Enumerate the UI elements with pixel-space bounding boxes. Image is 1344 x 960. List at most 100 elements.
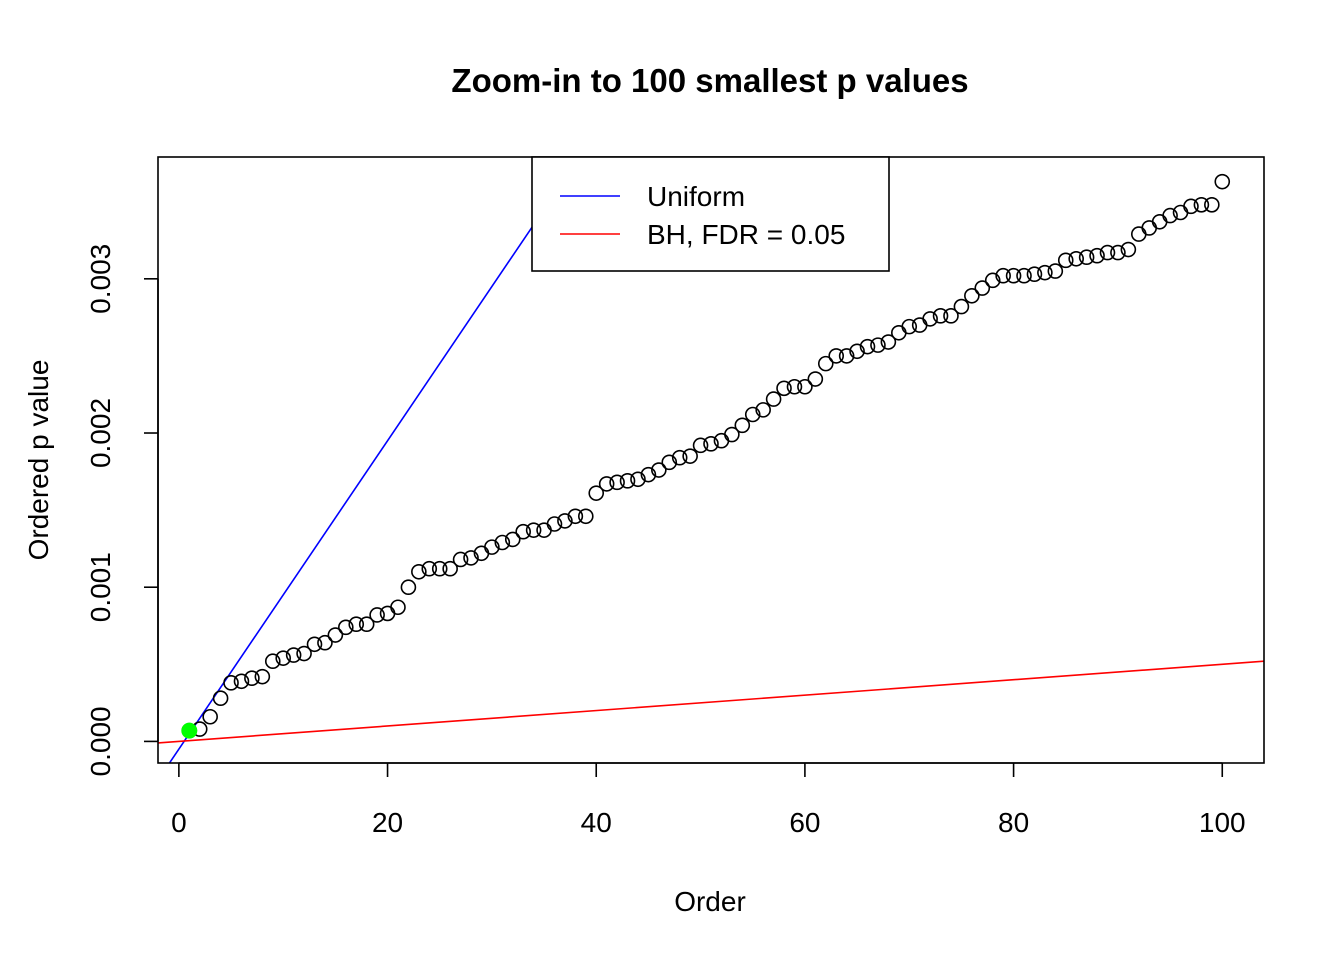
chart-title: Zoom-in to 100 smallest p values <box>451 62 968 99</box>
data-point <box>525 522 542 538</box>
y-tick-label: 0.000 <box>85 706 116 776</box>
reference-lines <box>158 157 1264 763</box>
data-point <box>880 334 897 350</box>
data-point <box>765 391 782 407</box>
data-point <box>421 560 438 577</box>
data-point <box>1110 244 1126 261</box>
data-point <box>797 378 813 395</box>
legend-box <box>531 156 890 272</box>
data-point <box>1068 250 1084 267</box>
data-point <box>932 308 949 324</box>
data-point <box>974 280 991 296</box>
data-point <box>598 476 615 492</box>
data-point <box>776 380 792 397</box>
line-uniform <box>168 157 581 763</box>
data-point <box>1047 263 1064 279</box>
data-point <box>577 508 594 525</box>
data-point <box>807 371 824 387</box>
x-tick-label: 0 <box>171 807 187 838</box>
data-point <box>964 287 980 304</box>
data-point <box>901 318 918 335</box>
data-point <box>849 343 865 360</box>
data-point <box>1141 220 1158 236</box>
data-point <box>1099 244 1116 261</box>
y-axis: 0.000 0.001 0.002 0.003 <box>85 244 159 776</box>
data-point <box>1037 264 1053 281</box>
data-point <box>588 485 605 501</box>
data-point <box>1120 241 1137 258</box>
data-point <box>317 634 333 651</box>
data-point <box>995 267 1011 284</box>
data-point <box>536 522 552 538</box>
legend-label-uniform: Uniform <box>647 181 745 212</box>
data-point <box>911 317 928 333</box>
data-point <box>953 298 970 315</box>
x-axis-label: Order <box>674 886 746 917</box>
data-point <box>557 513 573 529</box>
data-point <box>744 406 761 423</box>
data-point <box>379 605 396 622</box>
data-point <box>817 355 834 372</box>
data-point <box>1078 249 1095 266</box>
data-point <box>1016 267 1032 284</box>
data-point <box>922 311 938 327</box>
data-point <box>254 668 271 685</box>
data-point <box>567 508 584 525</box>
data-point <box>546 516 563 532</box>
y-axis-label: Ordered p value <box>23 360 54 561</box>
data-point <box>494 534 511 551</box>
highlight-layer <box>181 722 198 739</box>
data-point <box>703 436 719 452</box>
data-point <box>338 619 354 636</box>
data-point <box>682 448 698 464</box>
data-point <box>275 650 292 666</box>
line-bh-fdr-0-05 <box>158 660 1264 744</box>
data-point <box>442 560 458 577</box>
data-point <box>828 348 845 364</box>
data-point <box>786 378 803 395</box>
data-point <box>264 653 281 670</box>
data-point <box>463 550 479 566</box>
data-point <box>285 647 302 663</box>
data-point <box>1057 252 1074 269</box>
data-point <box>400 579 417 596</box>
data-point <box>859 338 876 355</box>
data-point <box>244 670 260 686</box>
data-point <box>1162 207 1178 224</box>
data-point <box>1204 197 1220 213</box>
data-point <box>233 673 250 690</box>
data-point <box>223 675 239 691</box>
data-point <box>515 523 531 540</box>
data-point <box>202 708 218 725</box>
data-point <box>640 466 657 483</box>
data-point <box>411 563 427 580</box>
data-point <box>1214 173 1231 190</box>
data-point <box>870 337 886 353</box>
data-point <box>734 417 751 434</box>
data-point <box>724 426 740 443</box>
x-tick-label: 40 <box>581 807 612 838</box>
y-tick-label: 0.003 <box>85 244 116 314</box>
data-point <box>661 454 678 471</box>
data-point <box>671 449 688 466</box>
data-point <box>504 531 521 548</box>
x-tick-label: 100 <box>1199 807 1246 838</box>
y-tick-label: 0.002 <box>85 398 116 468</box>
data-point <box>1089 247 1105 264</box>
data-point <box>755 402 771 418</box>
data-point <box>1193 197 1210 213</box>
data-point <box>1151 213 1168 230</box>
data-point <box>609 474 625 491</box>
data-points <box>181 173 1231 739</box>
data-point <box>327 627 344 643</box>
data-point <box>306 636 323 653</box>
data-point <box>630 471 646 488</box>
data-point <box>619 473 636 489</box>
data-point <box>943 308 959 324</box>
data-point <box>984 272 1001 289</box>
data-point <box>838 348 855 364</box>
data-point <box>1183 198 1199 215</box>
data-point <box>891 324 907 341</box>
data-point <box>1130 226 1147 242</box>
